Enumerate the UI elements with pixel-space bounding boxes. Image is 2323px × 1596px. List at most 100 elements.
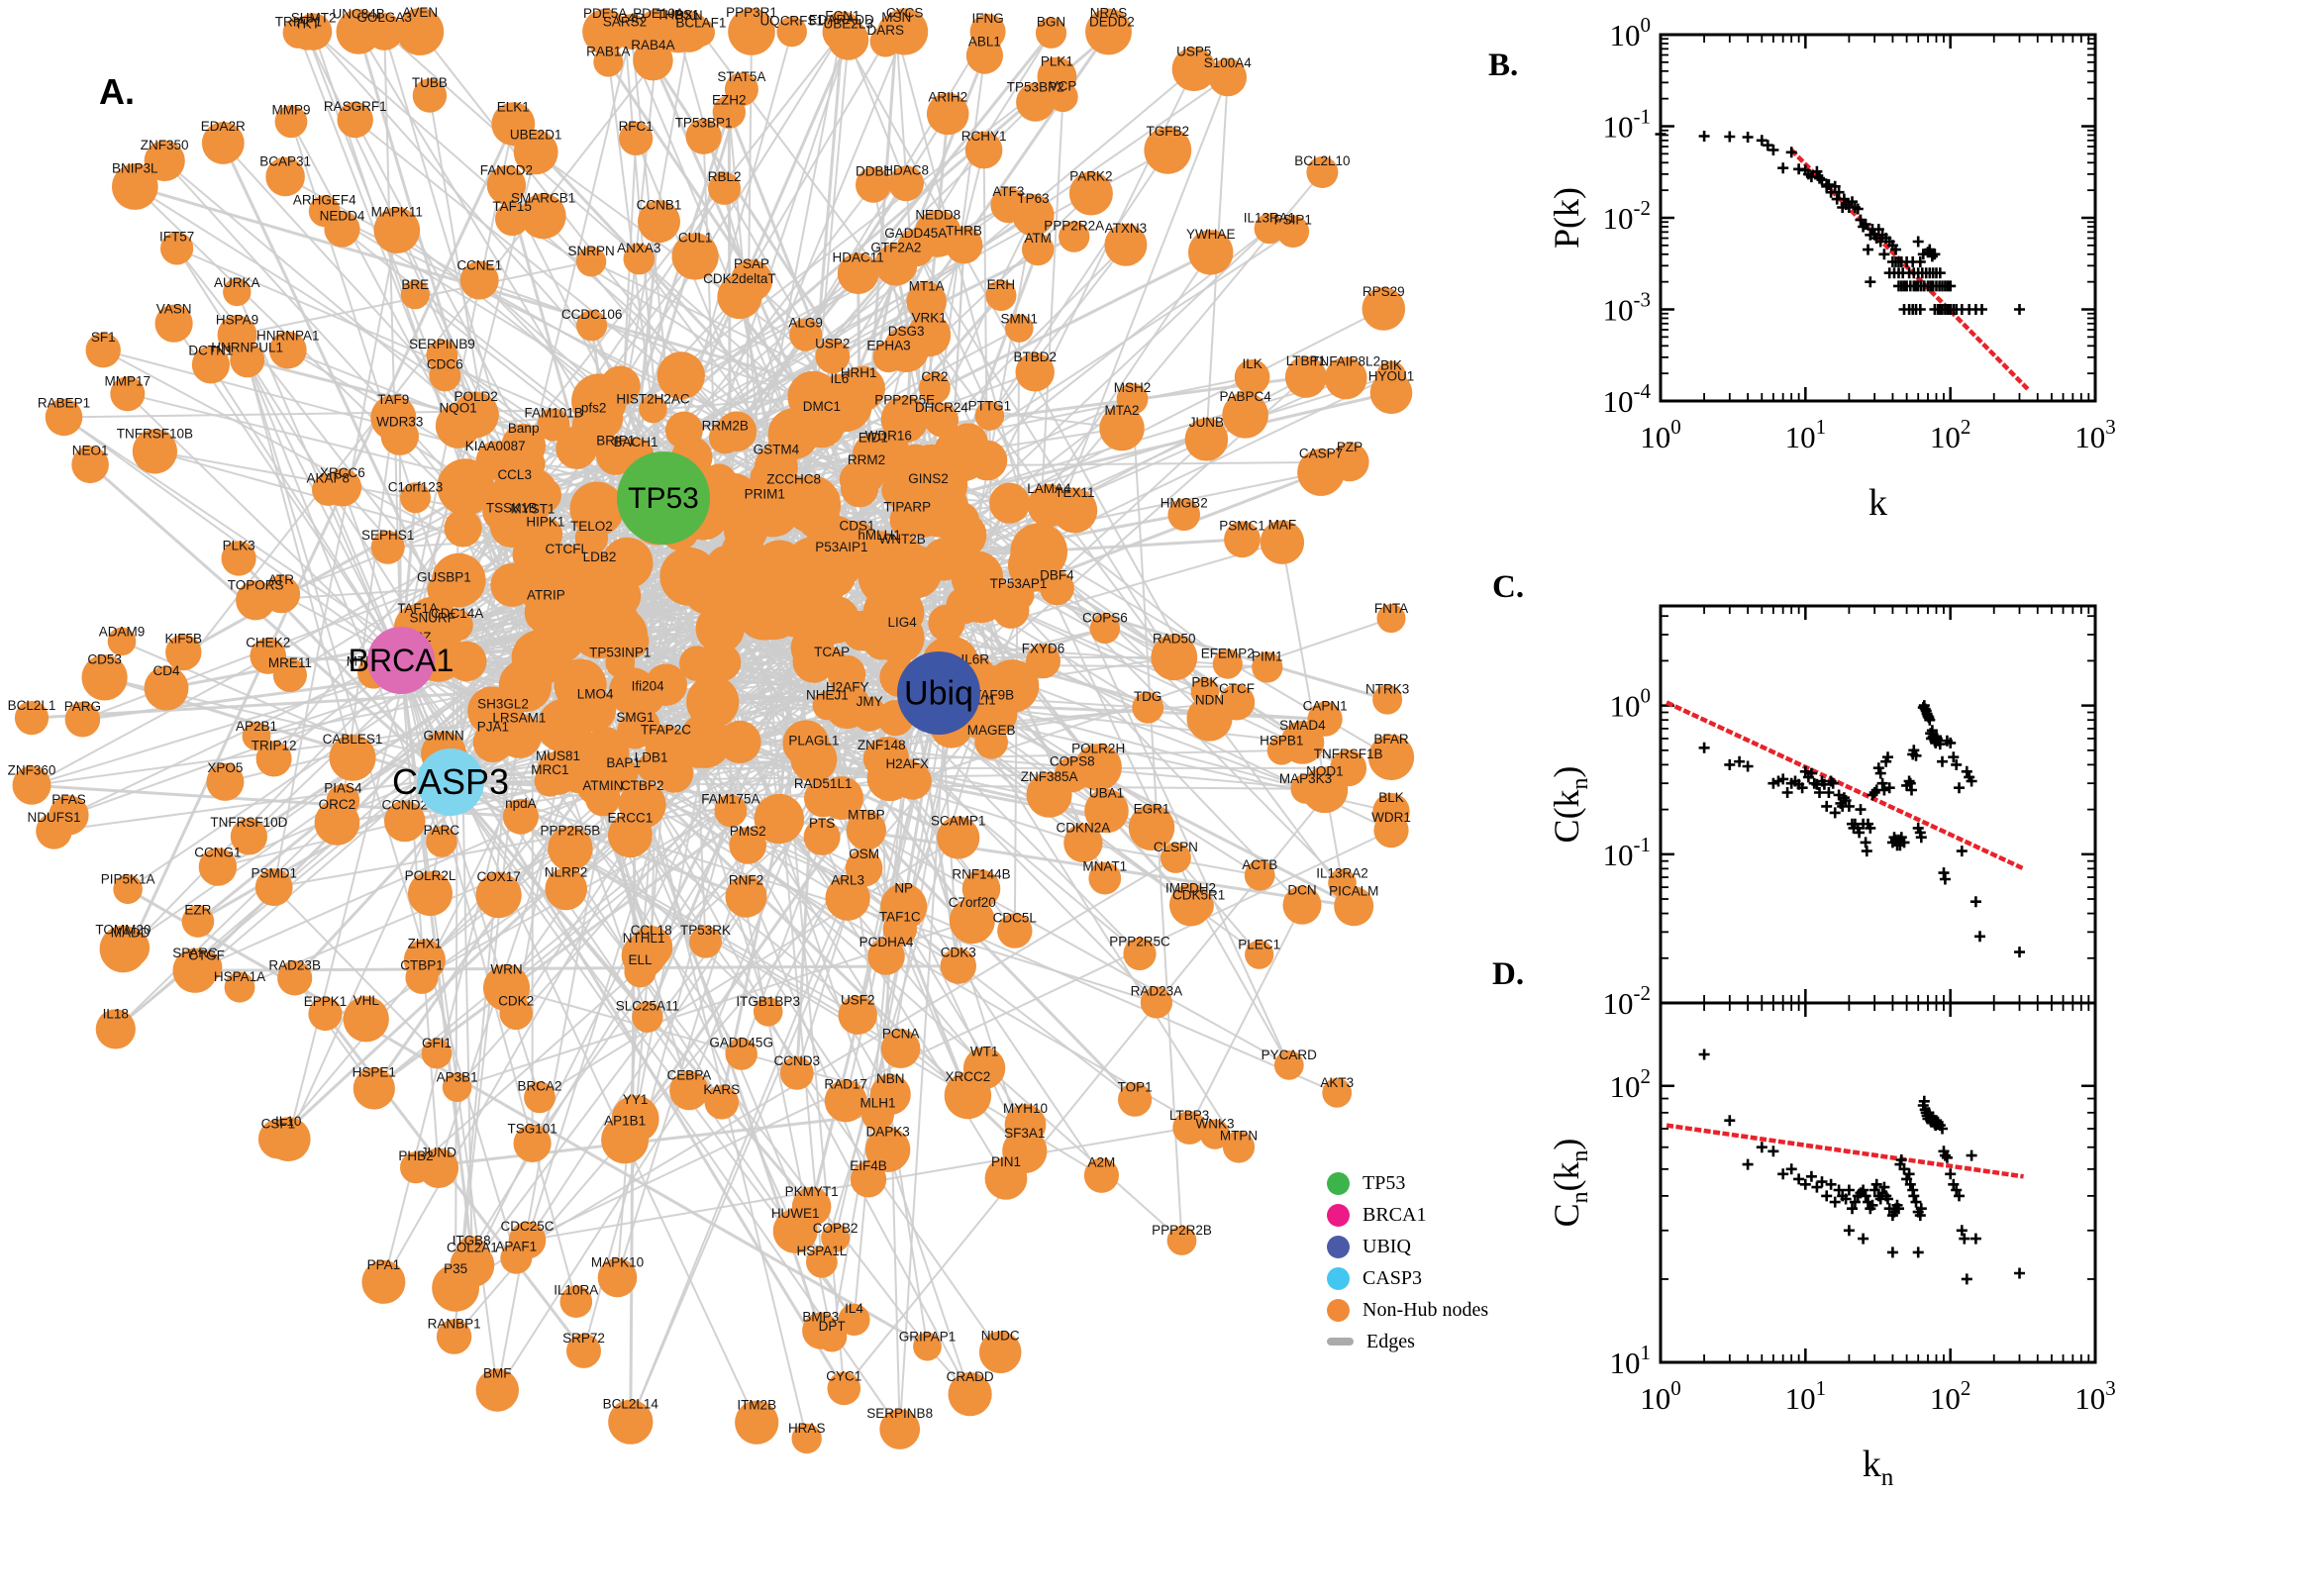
network-node-label: AP3B1 (437, 1069, 478, 1084)
network-node-label: MSH2 (1114, 380, 1152, 395)
network-node-label: PSMC1 (1219, 518, 1265, 533)
network-node-label: PBK (1191, 675, 1218, 690)
network-edge (246, 359, 354, 758)
network-node-label: HDAC11 (832, 250, 883, 265)
network-node (435, 403, 481, 449)
network-node-label: PPP3R1 (726, 5, 777, 20)
network-node-label: GADD45A (884, 226, 947, 241)
network-node-label: YWHAE (1186, 227, 1236, 242)
network-node-label: PLK3 (223, 538, 255, 552)
network-edge (840, 797, 1137, 1101)
network-node (803, 818, 841, 855)
network-node-label: TP53BP2 (1007, 80, 1064, 95)
network-node (882, 912, 917, 947)
network-node (926, 92, 969, 136)
network-node-label: ZNF385A (1021, 769, 1078, 784)
network-node-label: hMLH1 (858, 528, 901, 543)
network-node (816, 648, 848, 678)
network-node-label: SCAMP1 (931, 814, 986, 829)
legend-item-non-hub: Non-Hub nodes (1327, 1298, 1488, 1322)
network-node (905, 474, 952, 521)
network-node (624, 955, 656, 988)
network-node-label: ATM (1024, 231, 1052, 246)
network-node-label: ORC2 (319, 797, 356, 812)
network-node-label: TNFRSF1B (1314, 747, 1383, 761)
legend-item-edges: Edges (1327, 1331, 1488, 1352)
axis-tick-label: 10-1 (1603, 105, 1652, 145)
network-node-label: TELO2 (570, 519, 613, 534)
network-node-label: SERPINB9 (409, 337, 475, 351)
network-node-label: WDR16 (865, 429, 912, 444)
network-node-label: TOMM20 (95, 923, 151, 938)
network-node (608, 1399, 654, 1445)
network-node (790, 736, 838, 783)
network-node-label: PIAS4 (324, 781, 362, 796)
network-node-label: CDK5R1 (1172, 888, 1225, 903)
scatter-points (1698, 700, 2025, 958)
network-node (945, 226, 983, 264)
network-node (198, 848, 238, 886)
network-node-label: NRAS (1090, 6, 1128, 21)
network-node-label: BNIP3L (112, 160, 158, 175)
network-node (132, 429, 177, 474)
network-node-label: PTS (809, 816, 835, 831)
network-node-label: BCL2L14 (603, 1397, 659, 1412)
axis-tick-label: 103 (2074, 1376, 2116, 1416)
network-node-label: ZNF148 (858, 738, 906, 752)
network-node (632, 1001, 663, 1033)
network-node (353, 1067, 395, 1110)
network-node-label: HNRNPA1 (256, 329, 320, 344)
network-edge (895, 31, 1036, 548)
network-node-label: TKT (294, 17, 320, 32)
network-node (1172, 1111, 1207, 1145)
network-node-label: ITGB8 (453, 1234, 491, 1248)
network-node (1284, 355, 1327, 398)
network-node-label: ITM2B (737, 1398, 776, 1413)
network-node-label: LMO4 (577, 687, 614, 702)
network-node-label: CLSPN (1154, 840, 1198, 854)
network-node (600, 365, 641, 407)
network-node-label: UBE2L3 (824, 16, 873, 31)
network-node-label: TP53RK (680, 923, 731, 938)
network-node-label: IL10RA (554, 1282, 598, 1297)
network-node-label: Banp (508, 421, 540, 436)
network-node (1166, 1226, 1197, 1255)
legend-item-ubiq: UBIQ (1327, 1235, 1488, 1258)
network-node-label: ADAM9 (99, 625, 146, 640)
network-node-label: CCND3 (774, 1053, 821, 1068)
network-node (1037, 56, 1077, 97)
network-node-label: TNFRSF10D (210, 815, 287, 830)
network-node-label: CDC6 (427, 357, 463, 372)
network-node-label: RRM2B (702, 419, 749, 434)
network-node-label: AP1B1 (604, 1113, 646, 1128)
network-node-label: FCN1 (825, 9, 859, 24)
network-node-label: CHEK2 (246, 635, 290, 649)
network-edge (1013, 328, 1021, 932)
network-edge (312, 31, 787, 448)
network-node-label: DBF4 (1040, 568, 1074, 583)
network-node (890, 758, 924, 792)
network-node-label: IL13RA2 (1316, 866, 1368, 881)
network-node-label: CDKN2A (1057, 821, 1111, 836)
network-node-label: EZH2 (712, 93, 747, 108)
network-node (160, 232, 194, 265)
network-node-label: CAPN1 (1303, 699, 1348, 714)
network-node-label: EID1 (858, 431, 888, 446)
network-node-label: AURKA (214, 275, 260, 290)
network-node-label: CTBP2 (621, 778, 664, 793)
network-node (441, 609, 473, 642)
network-node-label: NP (894, 880, 913, 895)
network-node-label: BCL2L1 (8, 698, 56, 713)
network-node (534, 765, 566, 797)
network-node (1160, 842, 1191, 873)
network-node-label: P35 (444, 1261, 467, 1276)
network-node-label: ZNF350 (141, 138, 189, 152)
network-node (1306, 156, 1339, 188)
network-node (224, 971, 255, 1003)
network-node-label: GRIPAP1 (899, 1330, 957, 1345)
network-node-label: ARHGEF4 (293, 192, 356, 207)
network-node-label: DEDD2 (1089, 15, 1135, 30)
network-node-label: COPB2 (813, 1221, 858, 1236)
network-node-label: USP5 (1176, 45, 1211, 59)
